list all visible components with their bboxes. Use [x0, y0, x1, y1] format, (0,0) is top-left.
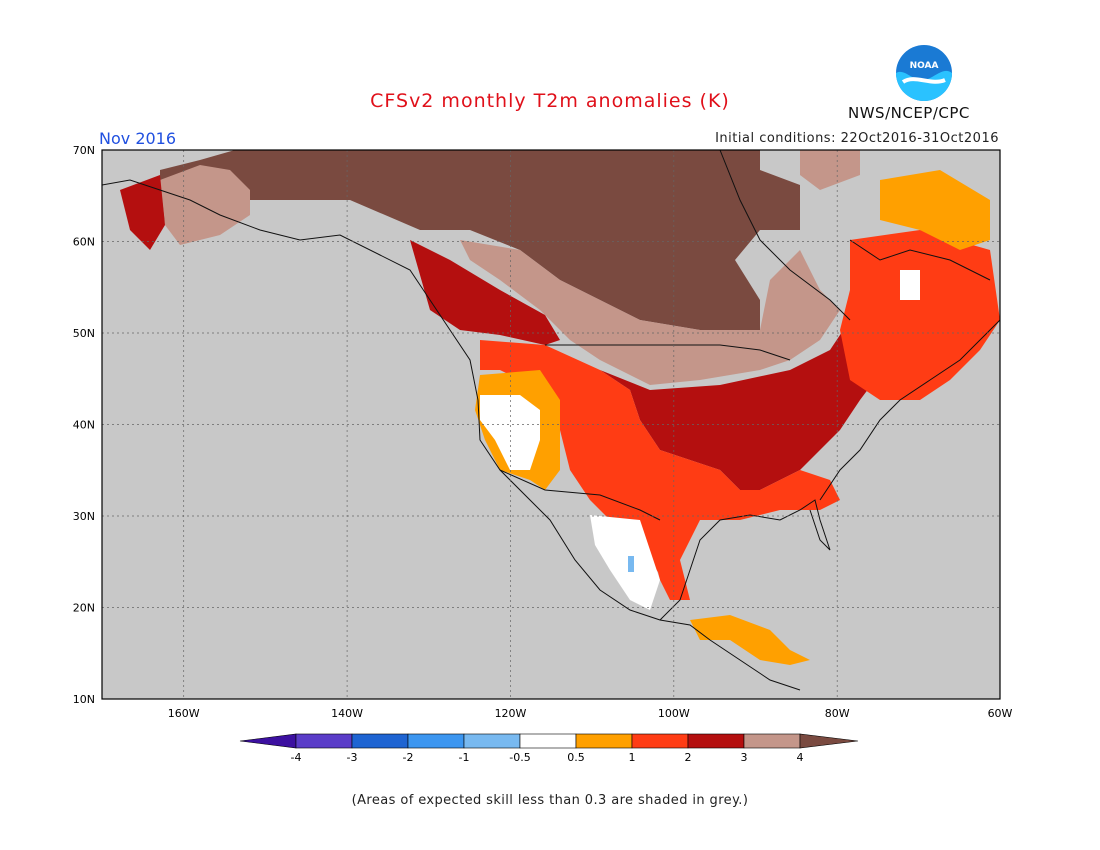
colorbar-low-triangle	[239, 733, 297, 749]
region-2to3-northwest	[410, 240, 560, 345]
colorbar-high-triangle	[799, 733, 859, 749]
lon-label: 120W	[495, 707, 527, 720]
lat-labels: 70N 60N 50N 40N 30N 20N 10N	[73, 144, 95, 706]
colorbar-label: -4	[291, 751, 302, 764]
gridlines	[102, 150, 1000, 699]
lat-label: 60N	[73, 236, 95, 249]
logo-text: NOAA	[910, 61, 939, 71]
lon-label: 100W	[658, 707, 690, 720]
map-frame	[101, 149, 1001, 700]
colorbar-box	[519, 733, 577, 749]
coastlines	[102, 150, 1000, 691]
anomaly-regions	[120, 150, 1000, 665]
colorbar-label: 3	[741, 751, 748, 764]
org-label: NWS/NCEP/CPC	[848, 104, 970, 122]
lat-label: 30N	[73, 510, 95, 523]
lat-label: 10N	[73, 693, 95, 706]
lat-label: 50N	[73, 327, 95, 340]
colorbar-box	[687, 733, 745, 749]
colorbar-label: -0.5	[509, 751, 530, 764]
region-3to4-band	[460, 240, 840, 385]
lon-labels: 160W 140W 120W 100W 80W 60W	[168, 707, 1013, 720]
colorbar-label: -1	[459, 751, 470, 764]
colorbar-label: -3	[347, 751, 358, 764]
region-2to3-central	[600, 320, 890, 490]
colorbar-label: -2	[403, 751, 414, 764]
colorbar-box	[743, 733, 801, 749]
lon-label: 60W	[988, 707, 1013, 720]
region-neg-mexico	[628, 556, 634, 572]
month-label: Nov 2016	[99, 129, 177, 148]
region-3to4-ne	[800, 150, 860, 190]
region-3to4-alaska	[160, 165, 250, 245]
region-near-normal-nevada	[480, 395, 540, 470]
region-1to2-mexico	[650, 540, 690, 600]
colorbar-label: 0.5	[567, 751, 585, 764]
region-near-normal-ne	[900, 270, 920, 300]
region-1to2-east-canada	[840, 230, 1000, 400]
colorbar-box	[407, 733, 465, 749]
region-gt4-canada	[160, 150, 800, 330]
colorbar-box	[463, 733, 521, 749]
colorbar-box	[295, 733, 353, 749]
noaa-logo: NOAA	[896, 45, 952, 101]
lon-label: 140W	[331, 707, 363, 720]
lat-label: 70N	[73, 144, 95, 157]
region-2to3-alaska	[120, 175, 165, 250]
lon-label: 160W	[168, 707, 200, 720]
colorbar-label: 2	[685, 751, 692, 764]
region-05to1-labrador	[880, 170, 990, 250]
colorbar-box	[631, 733, 689, 749]
region-near-normal-mexico	[590, 515, 660, 610]
lon-label: 80W	[825, 707, 850, 720]
colorbar-label: 1	[629, 751, 636, 764]
region-05to1-centralamerica	[690, 615, 810, 665]
colorbar-box	[575, 733, 633, 749]
lat-label: 40N	[73, 419, 95, 432]
colorbar-label: 4	[797, 751, 804, 764]
lat-label: 20N	[73, 602, 95, 615]
initial-conditions: Initial conditions: 22Oct2016-31Oct2016	[715, 131, 999, 146]
page-title: CFSv2 monthly T2m anomalies (K)	[370, 90, 730, 112]
colorbar-box	[351, 733, 409, 749]
region-1to2-west	[480, 340, 840, 590]
skill-note: (Areas of expected skill less than 0.3 a…	[351, 793, 749, 808]
